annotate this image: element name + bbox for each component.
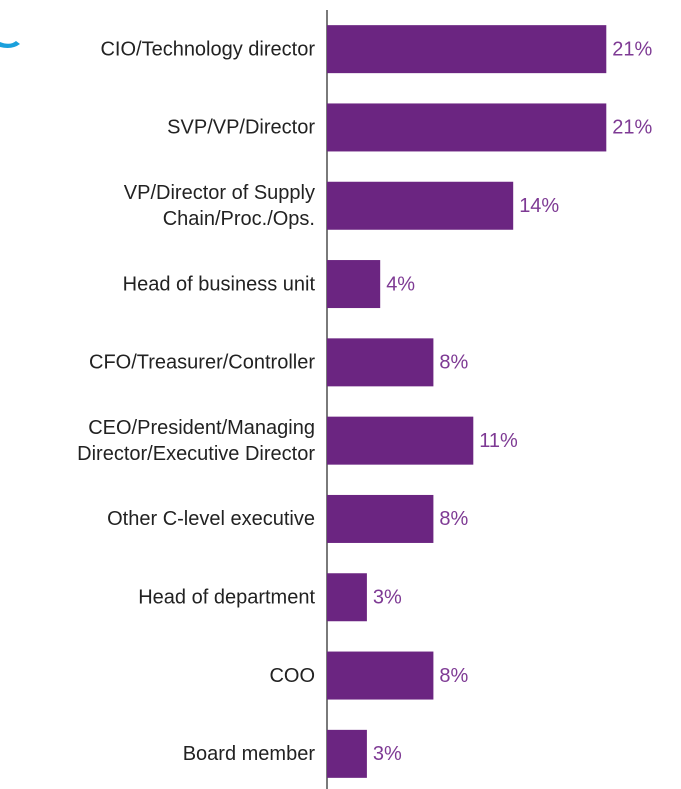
category-label: COO — [269, 665, 315, 687]
value-label: 11% — [479, 430, 518, 452]
bar — [327, 494, 434, 543]
bar — [327, 416, 474, 465]
value-label: 8% — [439, 508, 468, 530]
value-label: 8% — [439, 665, 468, 687]
category-label: CEO/President/Managing — [88, 417, 315, 439]
bar — [327, 181, 514, 230]
category-label: Director/Executive Director — [77, 443, 315, 465]
value-label: 21% — [612, 38, 652, 60]
value-label: 14% — [519, 195, 559, 217]
value-label: 4% — [386, 273, 415, 295]
bar — [327, 651, 434, 700]
value-label: 3% — [373, 587, 402, 609]
category-label: VP/Director of Supply — [124, 182, 315, 204]
icon-fragment — [0, 41, 20, 48]
bar — [327, 25, 607, 74]
bar — [327, 103, 607, 152]
category-label: CIO/Technology director — [100, 38, 315, 60]
bar — [327, 573, 367, 622]
category-label: SVP/VP/Director — [167, 117, 315, 139]
value-label: 8% — [439, 352, 468, 374]
category-label: Head of department — [138, 587, 315, 609]
category-label: Chain/Proc./Ops. — [163, 208, 315, 230]
value-label: 3% — [373, 743, 402, 765]
value-label: 21% — [612, 117, 652, 139]
bar — [327, 260, 381, 309]
category-label: Head of business unit — [123, 273, 316, 295]
category-label: Other C-level executive — [107, 508, 315, 530]
bar — [327, 338, 434, 387]
category-label: CFO/Treasurer/Controller — [89, 352, 315, 374]
category-label: Board member — [183, 743, 316, 765]
bar — [327, 729, 367, 778]
